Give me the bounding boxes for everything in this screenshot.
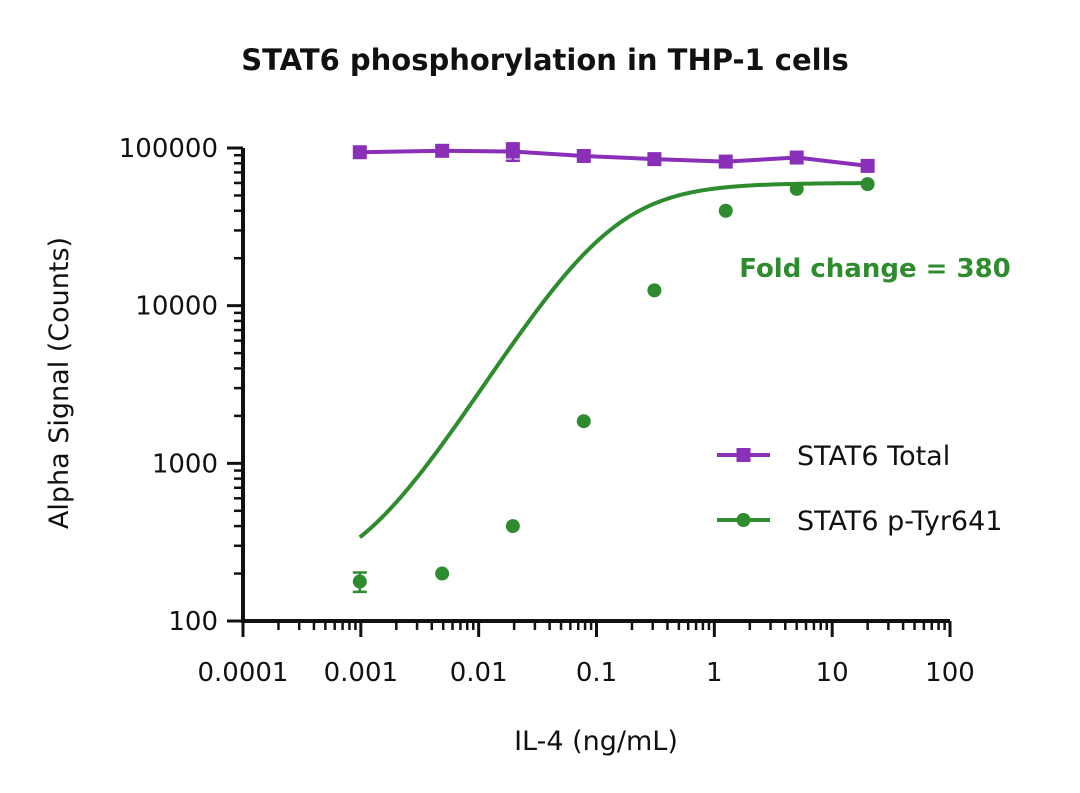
legend-label: STAT6 Total [797, 441, 950, 472]
data-point [789, 150, 804, 165]
data-point [435, 566, 450, 581]
x-tick-label: 0.0001 [198, 658, 289, 688]
data-point [860, 177, 875, 192]
x-tick-label: 0.1 [576, 658, 617, 688]
x-tick-label: 0.001 [324, 658, 398, 688]
data-point [505, 144, 520, 159]
data-point [647, 152, 662, 167]
data-point [789, 181, 804, 196]
data-point [505, 519, 520, 534]
data-point [435, 143, 450, 158]
x-tick-label: 0.01 [450, 658, 508, 688]
series-stat6-p-tyr641 [352, 177, 875, 594]
series-layer [352, 142, 875, 594]
data-point [576, 148, 591, 163]
legend-marker [736, 448, 751, 462]
y-axis-label: Alpha Signal (Counts) [44, 237, 75, 529]
axes: 0.0001 0.001 0.01 0.1 1 10 100 100 1000 10000 1000… [119, 134, 975, 688]
data-point [647, 283, 662, 298]
series-stat6-total [352, 142, 875, 173]
legend-item: STAT6 Total [717, 441, 950, 472]
fold-change-annotation: Fold change = 380 [739, 254, 1011, 284]
x-tick-label: 100 [925, 658, 975, 688]
legend-label: STAT6 p-Tyr641 [797, 506, 1002, 537]
data-point [352, 145, 367, 160]
y-tick-label: 100 [168, 607, 218, 637]
x-axis-label: IL-4 (ng/mL) [514, 726, 678, 757]
data-point [860, 158, 875, 173]
y-tick-label: 1000 [152, 449, 218, 479]
data-point [576, 414, 591, 429]
legend: STAT6 Total STAT6 p-Tyr641 [717, 441, 1002, 537]
chart-title: STAT6 phosphorylation in THP-1 cells [241, 43, 849, 77]
data-point [718, 154, 733, 169]
fit-curve [358, 181, 868, 539]
legend-item: STAT6 p-Tyr641 [717, 506, 1002, 537]
series-line [359, 148, 868, 168]
y-tick-label: 10000 [135, 292, 218, 322]
x-tick-label: 10 [816, 658, 849, 688]
data-point [718, 203, 733, 218]
x-tick-label: 1 [706, 658, 723, 688]
legend-marker [736, 513, 751, 527]
data-point [352, 574, 367, 589]
y-tick-label: 100000 [119, 134, 218, 164]
